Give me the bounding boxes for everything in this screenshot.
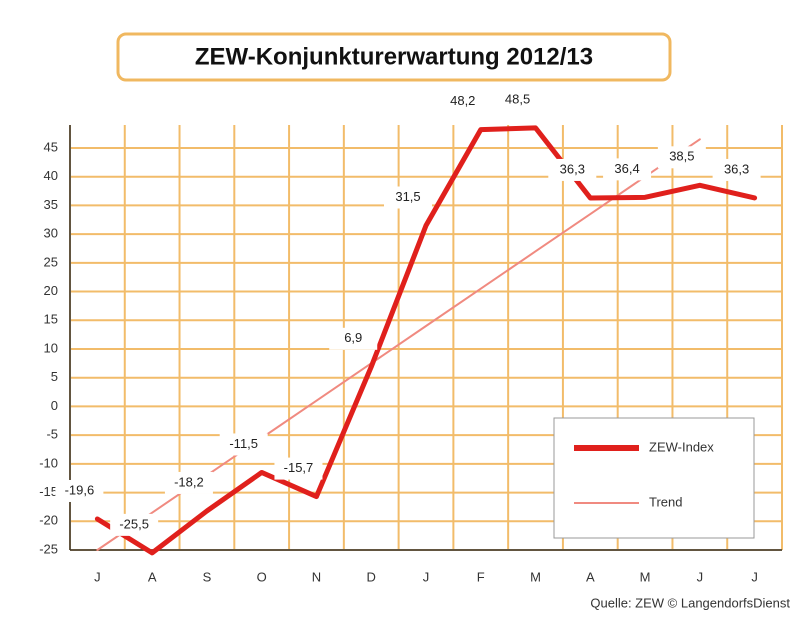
data-label: 38,5 <box>669 149 694 164</box>
legend-label: ZEW-Index <box>649 439 714 454</box>
data-label-bg <box>493 88 542 111</box>
legend-label: Trend <box>649 494 682 509</box>
x-tick-label: J <box>697 569 704 584</box>
data-label: 48,5 <box>505 91 530 106</box>
x-tick-label: M <box>530 569 541 584</box>
data-label-bg <box>438 90 487 113</box>
y-tick-label: 20 <box>44 283 58 298</box>
x-tick-label: J <box>423 569 430 584</box>
y-tick-label: -10 <box>39 455 58 470</box>
data-label-bg <box>548 158 597 181</box>
data-label: 36,3 <box>560 161 585 176</box>
data-label: -18,2 <box>174 474 204 489</box>
x-tick-label: J <box>94 569 101 584</box>
title-box <box>116 32 672 82</box>
data-label: -11,5 <box>229 436 258 451</box>
source: Quelle: ZEW © LangendorfsDienst <box>590 595 790 610</box>
x-tick-label: D <box>367 569 376 584</box>
data-label-bg <box>110 513 159 536</box>
legend-box <box>553 417 755 539</box>
y-tick-label: -25 <box>39 541 58 556</box>
data-label-bg <box>712 158 761 181</box>
y-tick-label: 15 <box>44 312 58 327</box>
x-tick-label: N <box>312 569 321 584</box>
y-tick-label: 35 <box>44 197 58 212</box>
y-tick-label: 10 <box>44 340 58 355</box>
y-tick-label: 45 <box>44 139 58 154</box>
data-label: -25,5 <box>119 516 149 531</box>
data-label-bg <box>603 158 652 181</box>
data-label-bg <box>164 471 213 494</box>
data-label: -15,7 <box>284 460 314 475</box>
data-label-bg <box>55 479 104 502</box>
y-tick-label: 30 <box>44 226 58 241</box>
x-tick-label: O <box>257 569 267 584</box>
data-label-bg <box>329 327 378 350</box>
data-label: 36,3 <box>724 161 749 176</box>
x-tick-label: A <box>148 569 157 584</box>
data-label-bg <box>219 433 268 456</box>
y-tick-label: 5 <box>51 369 58 384</box>
y-tick-label: -20 <box>39 513 58 528</box>
data-label-bg <box>384 186 432 209</box>
y-tick-label: -5 <box>46 427 58 442</box>
data-label: -19,6 <box>65 482 95 497</box>
y-tick-label: 25 <box>44 254 58 269</box>
chart-title: ZEW-Konjunkturerwartung 2012/13 <box>195 43 593 70</box>
series-line <box>94 125 758 556</box>
x-tick-label: F <box>477 569 485 584</box>
y-tick-label: 40 <box>44 168 58 183</box>
data-label-bg <box>657 146 706 169</box>
data-label: 48,2 <box>450 93 475 108</box>
data-label: 31,5 <box>395 189 420 204</box>
x-tick-label: J <box>751 569 758 584</box>
data-label: 6,9 <box>344 330 362 345</box>
y-tick-label: 0 <box>51 398 58 413</box>
data-label: 36,4 <box>614 161 639 176</box>
data-label-bg <box>274 457 323 480</box>
y-tick-label: -15 <box>39 484 58 499</box>
x-tick-label: A <box>586 569 595 584</box>
x-tick-label: M <box>640 569 651 584</box>
x-tick-label: S <box>203 569 212 584</box>
